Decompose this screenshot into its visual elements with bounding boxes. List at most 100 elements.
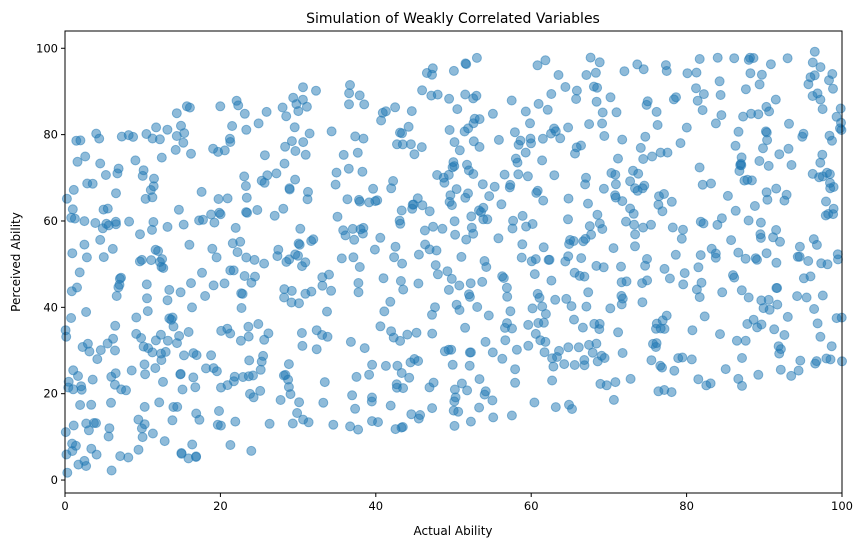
data-point bbox=[385, 400, 396, 411]
data-point bbox=[730, 140, 741, 151]
data-point bbox=[171, 108, 182, 119]
data-point bbox=[832, 249, 843, 260]
data-point bbox=[230, 222, 241, 233]
data-point bbox=[691, 83, 701, 94]
data-point bbox=[449, 420, 460, 431]
data-point bbox=[500, 335, 511, 346]
data-point bbox=[540, 55, 551, 66]
data-point bbox=[489, 181, 500, 192]
data-point bbox=[367, 359, 378, 370]
data-point bbox=[480, 386, 491, 397]
data-point bbox=[411, 327, 422, 338]
data-point bbox=[786, 370, 797, 381]
data-point bbox=[131, 312, 142, 323]
data-point bbox=[249, 254, 260, 265]
data-point bbox=[68, 184, 79, 195]
data-point bbox=[207, 243, 218, 254]
data-point bbox=[534, 292, 545, 303]
data-point bbox=[379, 306, 390, 317]
data-point bbox=[795, 355, 806, 366]
data-point bbox=[430, 302, 440, 313]
data-point bbox=[471, 52, 482, 63]
data-point bbox=[479, 256, 490, 266]
data-point bbox=[784, 118, 794, 129]
data-point bbox=[714, 76, 725, 87]
data-point bbox=[446, 273, 457, 284]
data-point bbox=[397, 258, 408, 269]
data-point bbox=[824, 75, 834, 86]
data-point bbox=[753, 109, 764, 120]
data-point bbox=[617, 134, 628, 145]
data-point bbox=[81, 307, 92, 317]
data-point bbox=[237, 288, 248, 299]
data-point bbox=[446, 200, 457, 211]
data-point bbox=[532, 60, 543, 71]
data-point bbox=[692, 95, 703, 106]
data-point bbox=[68, 420, 79, 431]
data-point bbox=[597, 118, 608, 129]
data-point bbox=[219, 278, 230, 289]
data-point bbox=[404, 372, 415, 383]
data-point bbox=[390, 424, 401, 435]
data-point bbox=[555, 133, 566, 144]
data-point bbox=[523, 340, 534, 351]
data-point bbox=[569, 314, 579, 325]
data-point bbox=[350, 403, 361, 414]
data-point bbox=[625, 373, 636, 384]
data-point bbox=[181, 101, 192, 112]
data-point bbox=[208, 280, 219, 291]
y-axis-ticks: 0 20 40 60 80 100 bbox=[36, 41, 65, 487]
data-point bbox=[651, 106, 662, 117]
data-point bbox=[655, 147, 666, 158]
data-point bbox=[430, 260, 441, 271]
data-point bbox=[275, 395, 286, 405]
data-point bbox=[138, 341, 149, 352]
data-point bbox=[348, 252, 359, 263]
data-point bbox=[571, 142, 582, 153]
data-point bbox=[370, 196, 381, 207]
data-point bbox=[160, 346, 171, 357]
data-point bbox=[187, 439, 198, 450]
data-point bbox=[241, 252, 252, 263]
data-point bbox=[191, 452, 201, 462]
data-point bbox=[172, 401, 183, 412]
data-point bbox=[463, 188, 473, 199]
data-point bbox=[206, 350, 217, 361]
data-point bbox=[271, 168, 282, 179]
data-point bbox=[449, 137, 460, 148]
data-point bbox=[758, 143, 768, 154]
x-tick-label: 80 bbox=[679, 499, 694, 513]
data-point bbox=[198, 214, 208, 225]
data-point bbox=[424, 382, 435, 393]
data-point bbox=[460, 89, 471, 100]
data-point bbox=[136, 333, 147, 343]
data-point bbox=[487, 347, 498, 358]
data-point bbox=[80, 151, 91, 162]
data-point bbox=[529, 269, 540, 280]
data-point bbox=[87, 374, 98, 385]
data-point bbox=[123, 452, 134, 463]
data-point bbox=[188, 372, 199, 383]
data-point bbox=[792, 291, 803, 302]
data-point bbox=[828, 83, 838, 94]
data-point bbox=[809, 46, 820, 57]
data-point bbox=[459, 126, 470, 137]
data-point bbox=[231, 95, 242, 106]
data-point bbox=[239, 108, 250, 119]
data-point bbox=[461, 234, 472, 245]
data-point bbox=[68, 384, 79, 395]
data-point bbox=[159, 436, 170, 447]
data-point bbox=[594, 218, 605, 229]
data-point bbox=[754, 79, 765, 90]
data-point bbox=[281, 111, 292, 122]
data-point bbox=[826, 341, 837, 352]
data-point bbox=[426, 90, 437, 101]
data-point bbox=[573, 342, 584, 353]
data-point bbox=[595, 378, 606, 389]
data-point bbox=[427, 403, 438, 414]
data-point bbox=[407, 203, 418, 214]
data-point bbox=[253, 118, 264, 129]
data-point bbox=[222, 193, 233, 204]
data-point bbox=[538, 317, 549, 328]
data-point bbox=[484, 191, 495, 202]
